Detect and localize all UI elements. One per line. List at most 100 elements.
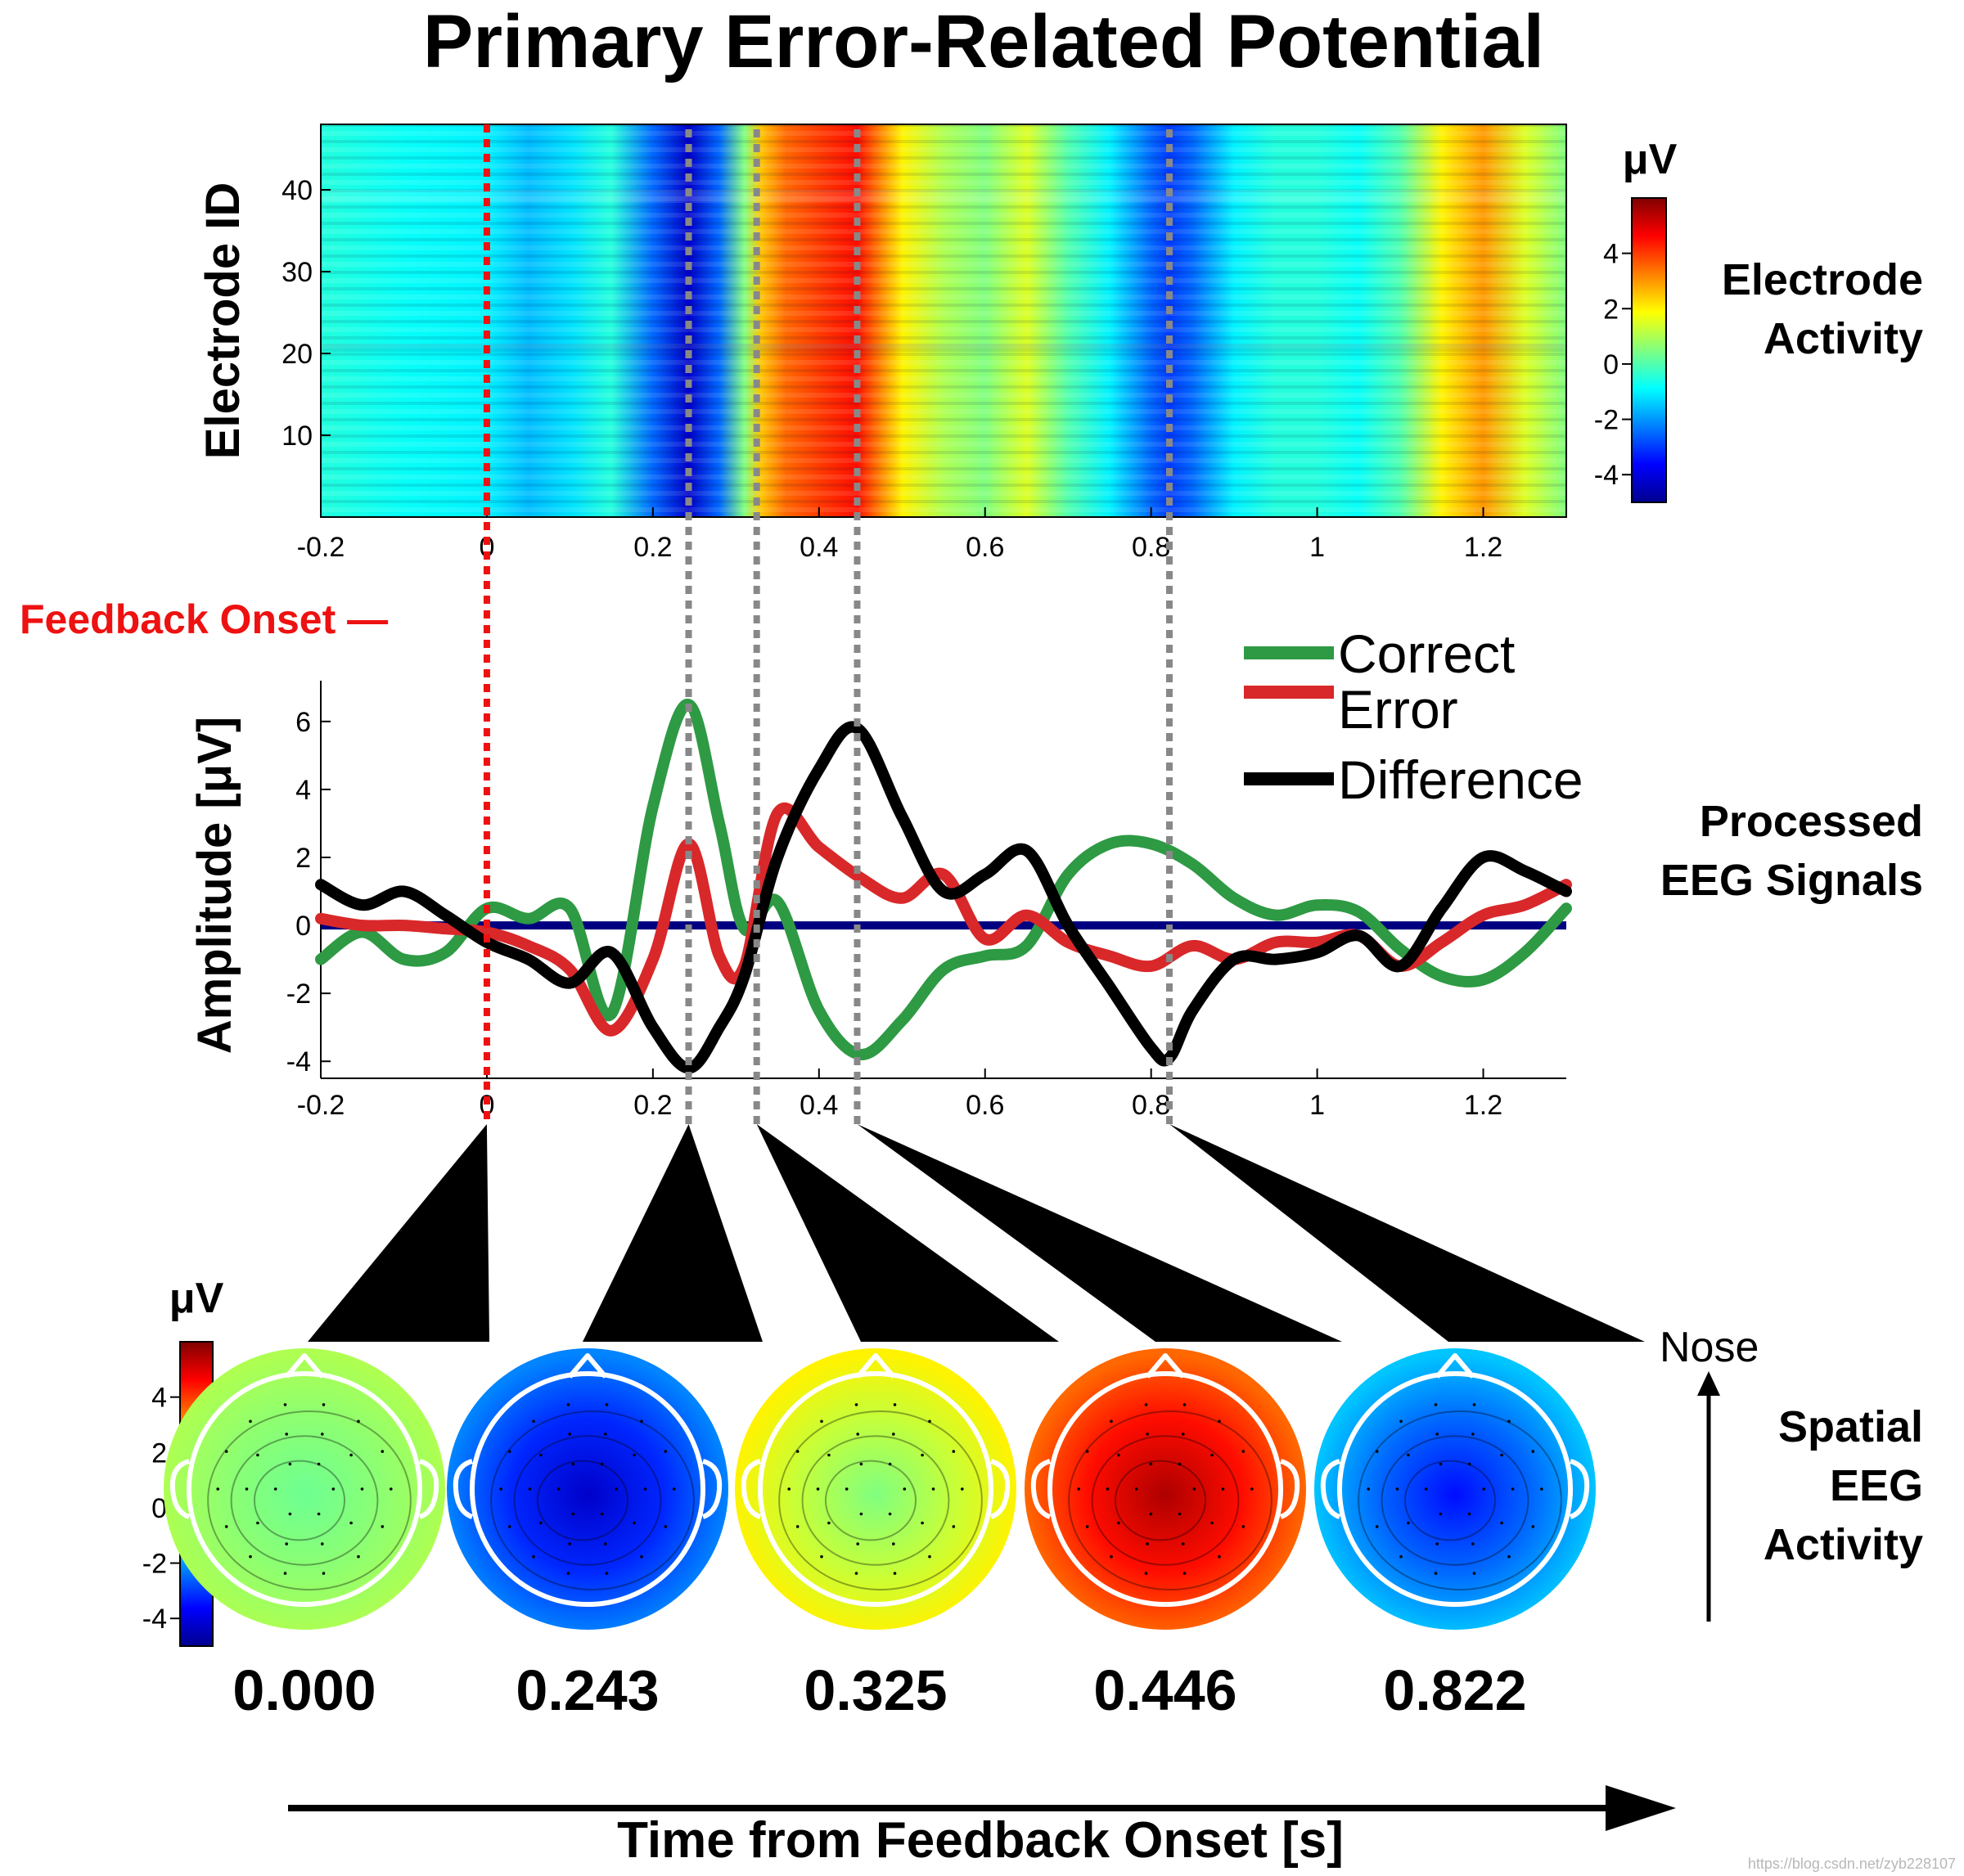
colorbar-ticks: 4 2 0 -2 -4 — [1594, 239, 1632, 491]
y-tick-label: 20 — [282, 339, 313, 370]
electrode-dot — [859, 1462, 863, 1466]
electrode-dot — [216, 1487, 220, 1491]
electrode-dot — [532, 1554, 535, 1559]
electrode-dot — [273, 1487, 277, 1491]
colorbar-tick-label: 0 — [151, 1493, 167, 1524]
electrode-dot — [1407, 1521, 1410, 1525]
electrode-dot — [532, 1419, 535, 1424]
electrode-dot — [888, 1462, 892, 1466]
y-tick-label: 10 — [282, 421, 313, 452]
electrode-dot — [600, 1512, 604, 1516]
electrode-activity-label: Activity — [1764, 314, 1923, 363]
colorbar-tick-label: 4 — [1603, 239, 1619, 270]
electrode-dot — [854, 1403, 858, 1406]
electrode-dot — [1435, 1542, 1439, 1545]
electrode-dot — [1218, 1419, 1221, 1424]
spatial-eeg-label: EEG — [1830, 1461, 1923, 1510]
legend: Correct Error Difference — [1244, 623, 1583, 810]
electrode-dot — [1439, 1512, 1443, 1516]
x-tick-label: 0.6 — [966, 532, 1004, 563]
projection-wedge — [857, 1124, 1342, 1342]
colorbar-unit: μV — [169, 1275, 224, 1322]
electrode-dot — [1110, 1419, 1113, 1424]
electrode-dot — [539, 1453, 543, 1457]
y-tick-label: -2 — [286, 978, 311, 1010]
electrode-dot — [605, 1572, 609, 1575]
topomap-disc — [735, 1348, 1016, 1630]
topomap-disc — [447, 1348, 728, 1630]
electrode-dot — [903, 1487, 907, 1491]
electrode-dot — [283, 1403, 287, 1406]
nose-arrow-head — [1697, 1371, 1720, 1396]
electrode-dot — [381, 1450, 385, 1453]
electrode-dot — [787, 1487, 791, 1491]
head-outline — [1336, 1370, 1574, 1608]
colorbar-tick-label: -4 — [142, 1604, 167, 1635]
colorbar-tick-label: -2 — [142, 1549, 167, 1580]
topomap-time-label: 0.325 — [804, 1658, 947, 1722]
electrode-dot — [1144, 1403, 1148, 1406]
electrode-dot — [360, 1487, 364, 1491]
electrode-dot — [859, 1512, 863, 1516]
left-ear-outline — [453, 1459, 474, 1519]
electrode-dot — [615, 1487, 619, 1491]
projection-wedge — [1169, 1124, 1645, 1342]
x-tick-label: 0.4 — [800, 1090, 838, 1121]
electrode-dot — [256, 1521, 259, 1525]
series-error-line — [315, 802, 1572, 1037]
electrode-dot — [816, 1487, 820, 1491]
heatmap-x-axis: -0.2 0 0.2 0.4 0.6 0.8 1 1.2 — [297, 507, 1502, 563]
electrode-dot — [1085, 1525, 1089, 1528]
colorbar-unit: μV — [1623, 136, 1678, 183]
heatmap-frame — [320, 124, 1567, 518]
electrode-dot — [499, 1487, 502, 1491]
electrode-dot — [1375, 1525, 1379, 1528]
electrode-dot — [1178, 1462, 1182, 1466]
electrode-dot — [1085, 1450, 1089, 1453]
electrode-dot — [820, 1554, 823, 1559]
electrode-dot — [566, 1572, 570, 1575]
electrode-dot — [664, 1450, 668, 1453]
colorbar-tick-label: 2 — [151, 1437, 167, 1469]
head-outline — [1047, 1370, 1284, 1608]
x-tick-label: 0.4 — [800, 532, 838, 563]
head-outline — [186, 1370, 423, 1608]
electrode-dot — [1077, 1487, 1080, 1491]
electrode-dot — [633, 1453, 636, 1457]
electrode-dot — [249, 1554, 252, 1559]
nose-outline — [1145, 1352, 1186, 1379]
electrode-dot — [931, 1487, 935, 1491]
heatmap-shade-band — [321, 344, 1566, 352]
electrode-dot — [1146, 1542, 1149, 1545]
electrode-dot — [224, 1450, 228, 1453]
electrode-dot — [928, 1554, 931, 1559]
right-ear-outline — [989, 1459, 1011, 1519]
electrode-dot — [928, 1419, 931, 1424]
electrode-dot — [1500, 1453, 1503, 1457]
electrode-dot — [1110, 1554, 1113, 1559]
right-ear-outline — [701, 1459, 723, 1519]
right-ear-outline — [418, 1459, 439, 1519]
contour-line — [1403, 1460, 1497, 1541]
electrode-dot — [288, 1462, 292, 1466]
electrode-dot — [1531, 1525, 1535, 1528]
electrode-dot — [640, 1554, 643, 1559]
y-tick-label: -4 — [286, 1046, 311, 1077]
electrode-dot — [892, 1542, 895, 1545]
electrode-dot — [952, 1450, 956, 1453]
electrode-dot — [357, 1554, 360, 1559]
electrode-dot — [1439, 1462, 1443, 1466]
nose-label: Nose — [1660, 1324, 1759, 1371]
electrode-dot — [321, 1433, 324, 1436]
electrode-dot — [381, 1525, 385, 1528]
electrode-dot — [921, 1521, 924, 1525]
time-arrow-head — [1606, 1785, 1676, 1831]
x-tick-label: 1 — [1309, 1090, 1325, 1121]
right-ear-outline — [1569, 1459, 1590, 1519]
colorbar-tick-label: 0 — [1603, 349, 1619, 380]
series-difference-line — [315, 721, 1572, 1074]
electrode-dot — [856, 1542, 859, 1545]
head-outline — [469, 1370, 706, 1608]
electrode-dot — [854, 1572, 858, 1575]
